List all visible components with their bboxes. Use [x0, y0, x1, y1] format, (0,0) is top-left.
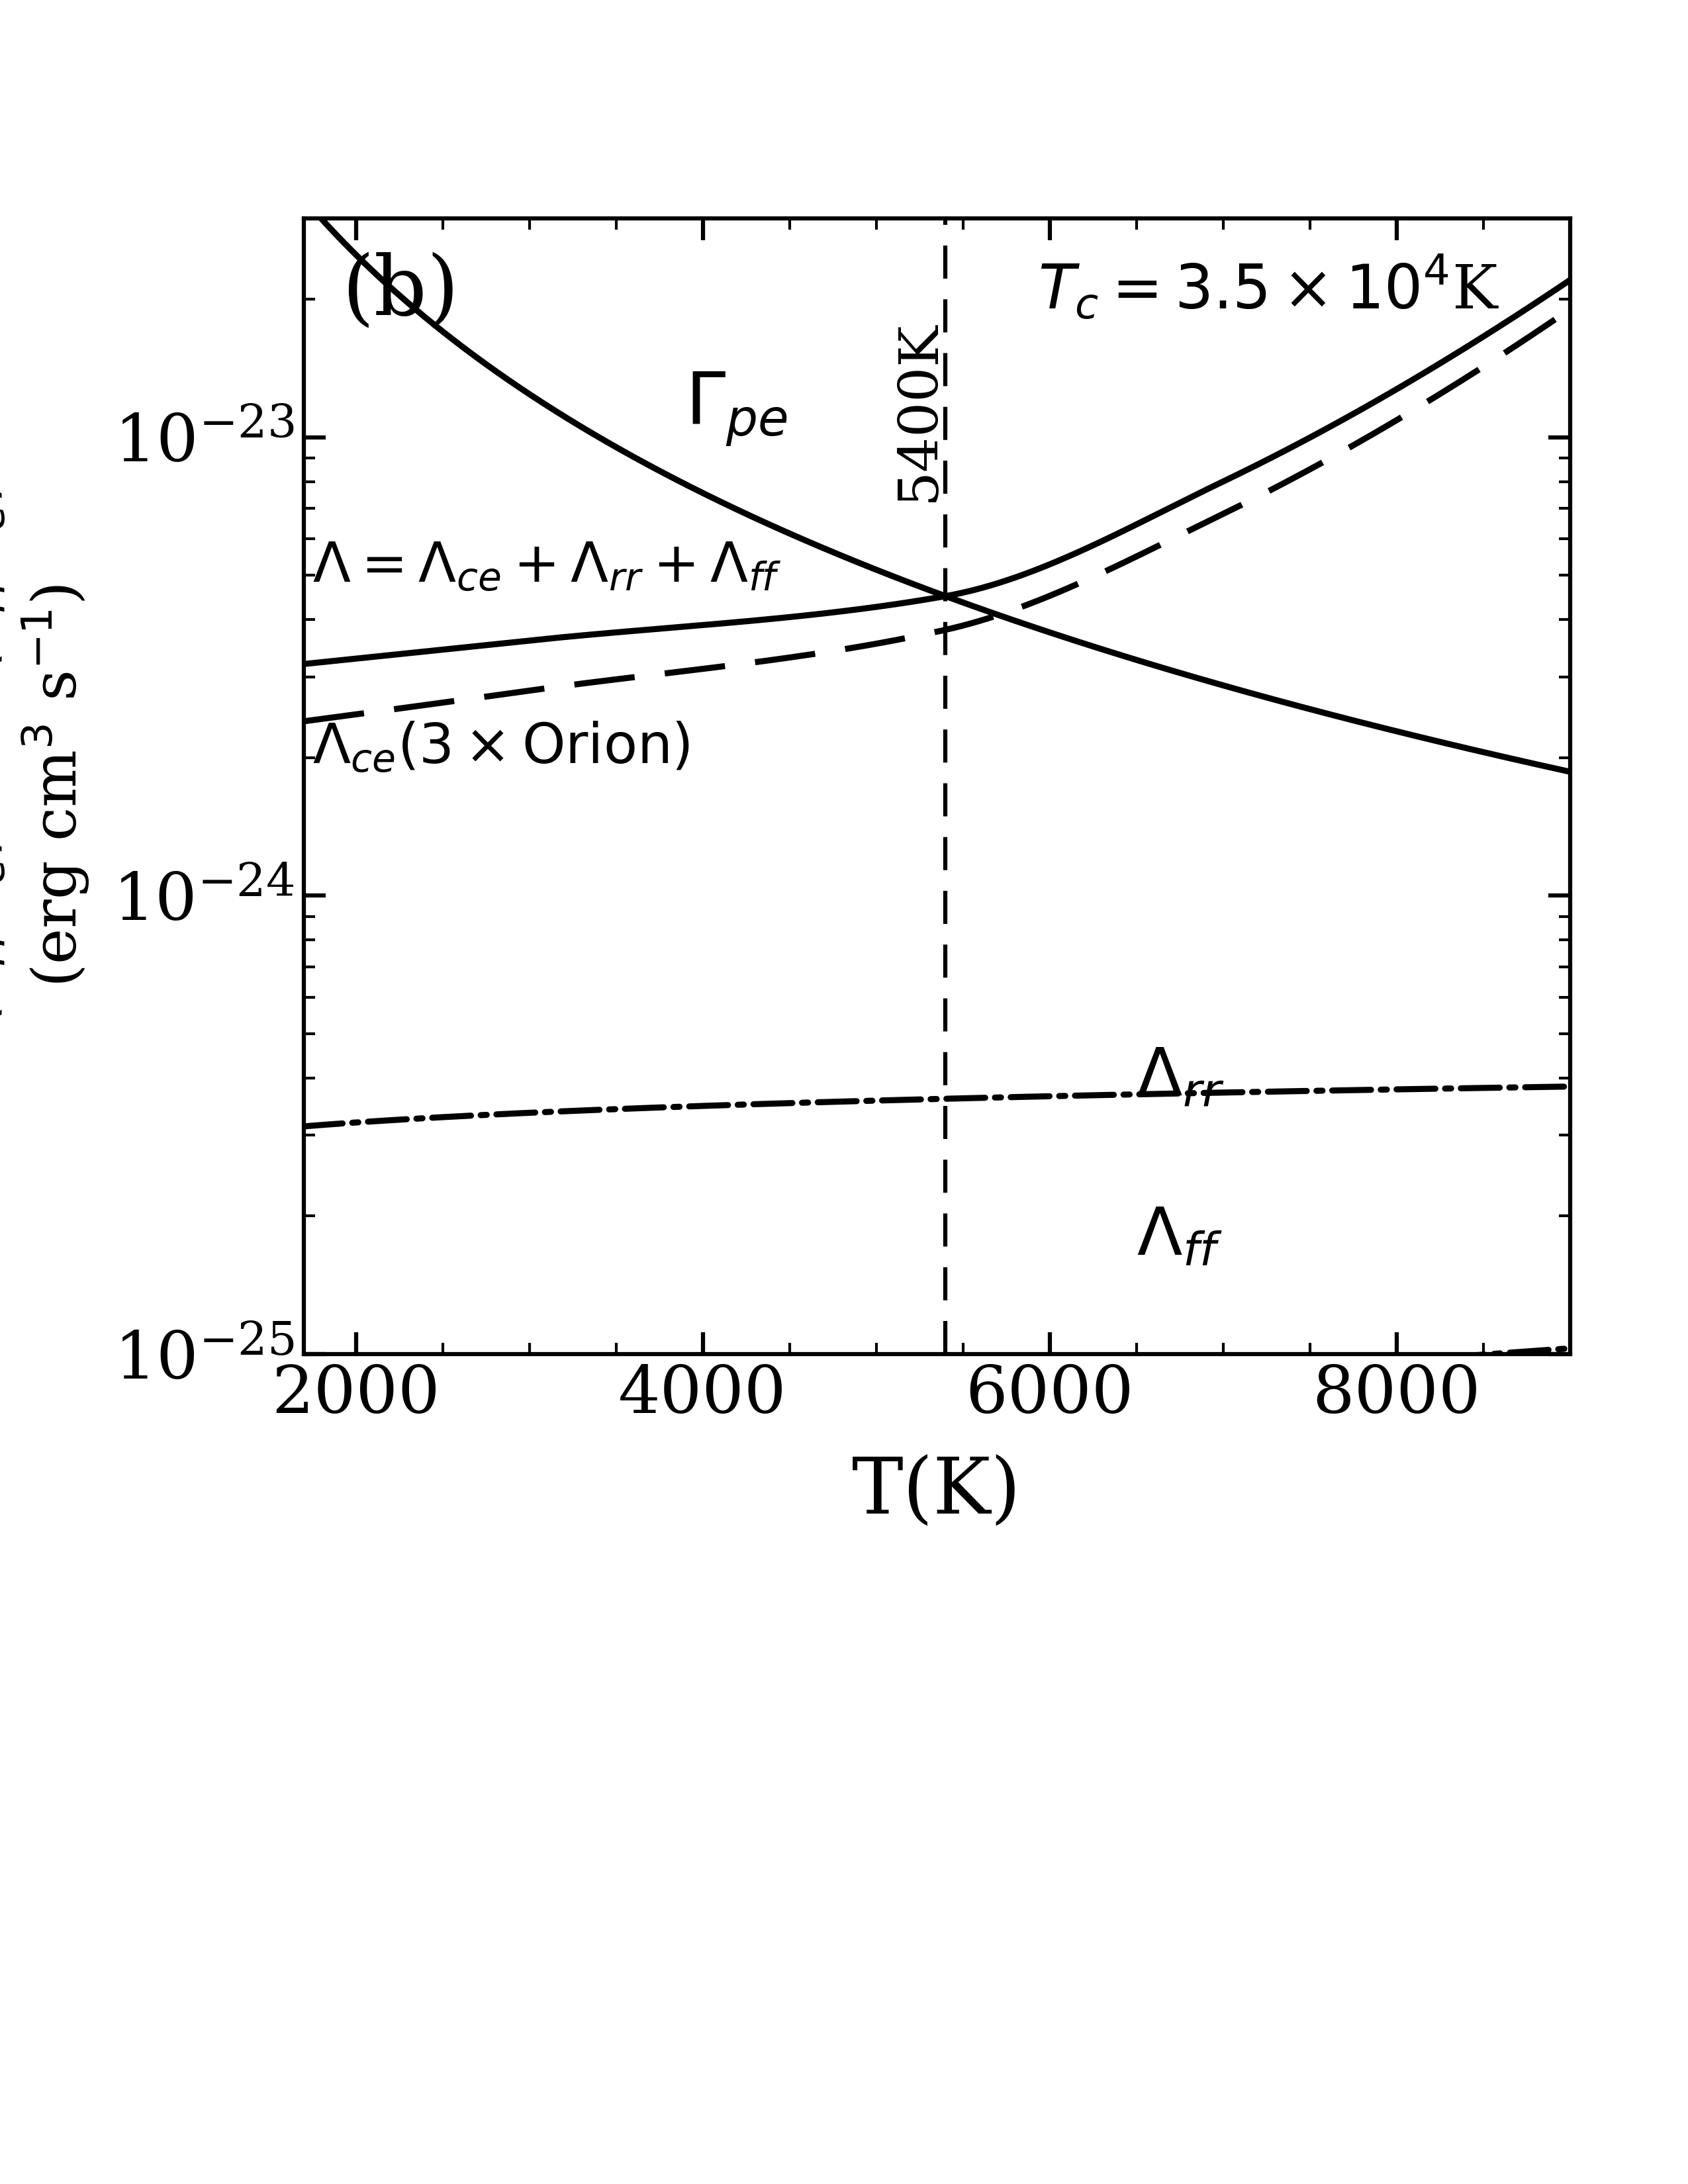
Text: $\Lambda_{ff}$: $\Lambda_{ff}$ — [1136, 1206, 1222, 1269]
Text: $\Lambda_{ce}(3\times{\rm Orion})$: $\Lambda_{ce}(3\times{\rm Orion})$ — [312, 721, 690, 775]
Text: $\Gamma_{pe}$: $\Gamma_{pe}$ — [685, 371, 788, 448]
Y-axis label: $\Lambda/(n_H\, n_e)$ or $\Gamma/(n_H\, n_e)$
(erg cm$^3$ s$^{-1}$): $\Lambda/(n_H\, n_e)$ or $\Gamma/(n_H\, … — [0, 483, 91, 1090]
Text: 5400K: 5400K — [893, 321, 945, 502]
Text: $\Lambda=\Lambda_{ce}+\Lambda_{rr}+\Lambda_{ff}$: $\Lambda=\Lambda_{ce}+\Lambda_{rr}+\Lamb… — [312, 542, 782, 594]
Text: $\Lambda_{rr}$: $\Lambda_{rr}$ — [1136, 1046, 1224, 1109]
X-axis label: T(K): T(K) — [852, 1455, 1021, 1531]
Text: (b): (b) — [341, 253, 459, 332]
Text: $T_c=3.5\times10^4$K: $T_c=3.5\times10^4$K — [1038, 253, 1499, 321]
